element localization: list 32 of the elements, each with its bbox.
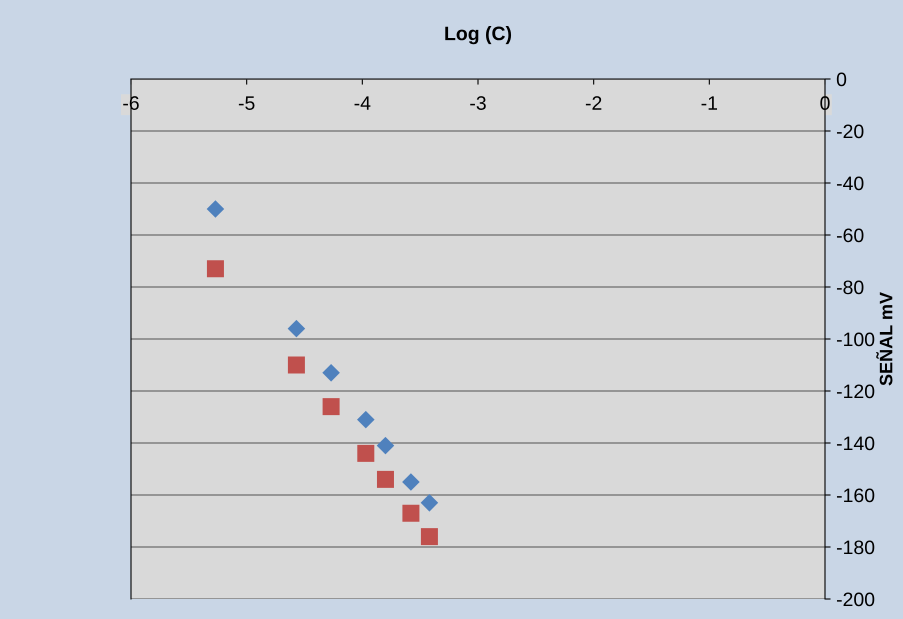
y-tick-label: -180	[836, 540, 874, 554]
point	[288, 320, 306, 338]
y-tick-label: -120	[836, 384, 874, 398]
y-tick-label: -80	[836, 280, 864, 294]
y-tick-label: 0	[836, 72, 846, 86]
point	[288, 356, 305, 374]
y-tick-label: -60	[836, 228, 864, 242]
x-tick-label: -4	[354, 96, 370, 110]
y-tick-label: -200	[836, 592, 874, 606]
x-tick-label: -1	[702, 96, 718, 110]
y-tick-label: -40	[836, 176, 864, 190]
y-axis-title: SEÑAL mV	[876, 292, 892, 386]
point	[206, 260, 224, 278]
point	[376, 470, 394, 488]
x-tick-label: -2	[586, 96, 602, 110]
point	[357, 444, 374, 462]
point	[322, 364, 340, 382]
point	[402, 473, 420, 491]
point	[402, 504, 420, 522]
point	[322, 398, 340, 416]
point	[376, 436, 394, 454]
y-tick-label: -20	[836, 124, 864, 138]
point	[420, 494, 438, 512]
point	[357, 410, 375, 428]
y-tick-label: -140	[836, 436, 874, 450]
y-tick-label: -160	[836, 488, 874, 502]
x-tick-label: -5	[238, 96, 254, 110]
y-tick-label: -100	[836, 332, 874, 346]
point	[206, 200, 224, 218]
x-tick-label: -3	[470, 96, 486, 110]
point	[420, 528, 438, 546]
x-axis-title: Log (C)	[445, 26, 512, 44]
